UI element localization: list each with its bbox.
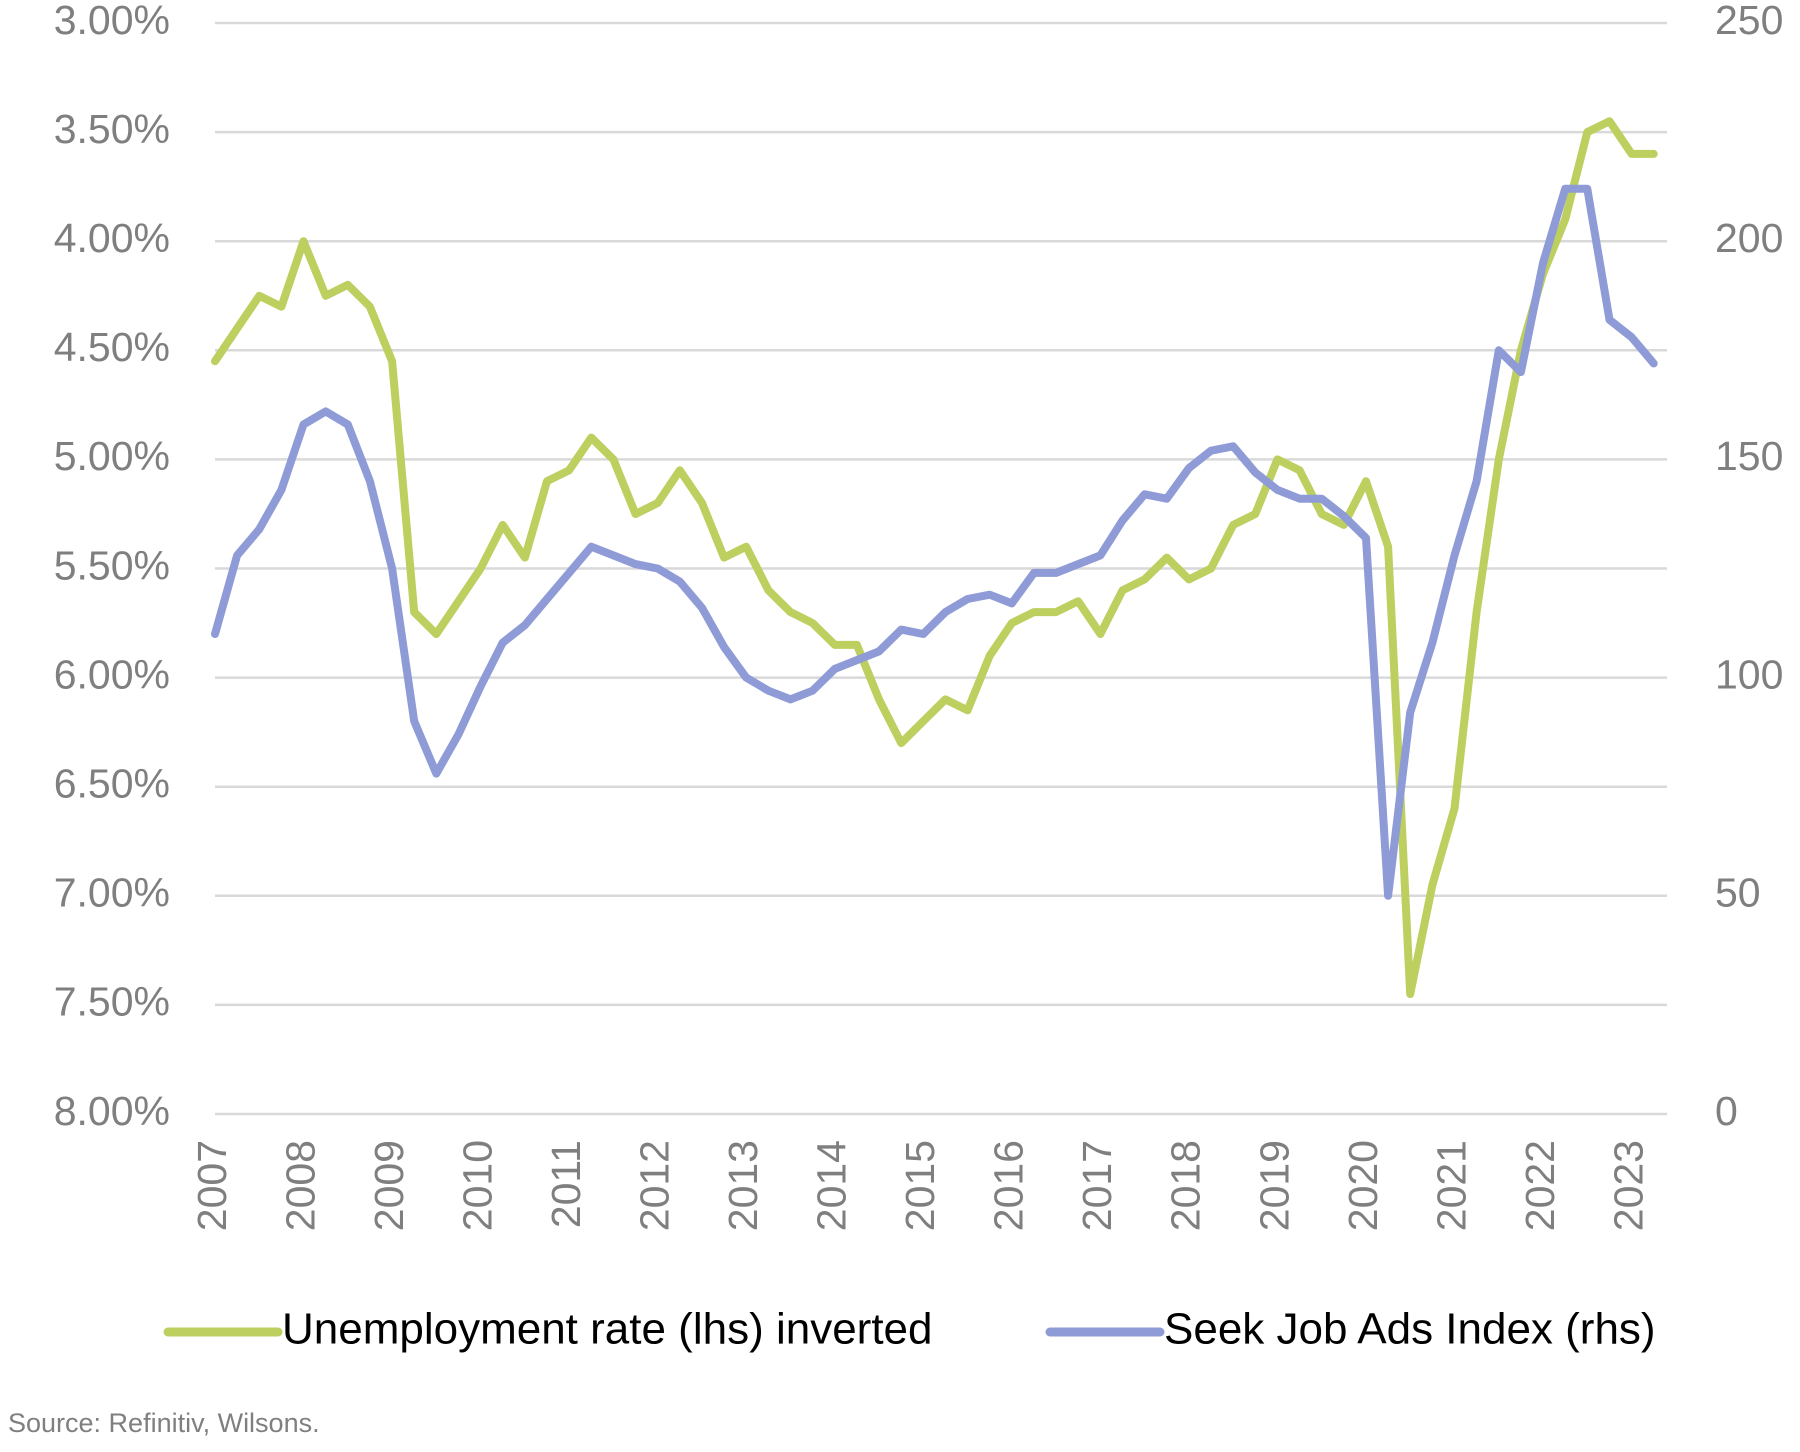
y-tick-label: 4.00% [54,215,170,261]
x-tick-label: 2017 [1074,1140,1120,1231]
y-tick-label: 5.00% [54,433,170,479]
x-tick-label: 2013 [720,1140,766,1231]
x-tick-label: 2020 [1340,1140,1386,1231]
y2-tick-label: 150 [1715,433,1783,479]
x-tick-label: 2019 [1251,1140,1297,1231]
y-tick-label: 4.50% [54,324,170,370]
y-tick-label: 7.50% [54,979,170,1025]
series-line [211,117,1658,998]
y2-tick-label: 0 [1715,1088,1738,1134]
y-tick-label: 6.00% [54,651,170,697]
x-tick-label: 2010 [454,1140,500,1231]
legend-label: Unemployment rate (lhs) inverted [282,1305,932,1354]
x-tick-label: 2007 [189,1140,235,1231]
y-tick-label: 8.00% [54,1088,170,1134]
y2-tick-label: 100 [1715,651,1783,697]
y-tick-label: 5.50% [54,542,170,588]
x-tick-label: 2016 [986,1140,1032,1231]
x-tick-label: 2008 [277,1140,323,1231]
y2-tick-label: 250 [1715,0,1783,43]
y-tick-label: 3.00% [54,0,170,43]
x-tick-label: 2014 [809,1140,855,1231]
legend-label: Seek Job Ads Index (rhs) [1164,1305,1656,1354]
x-tick-label: 2021 [1428,1140,1474,1231]
y-tick-label: 3.50% [54,106,170,152]
x-tick-label: 2018 [1163,1140,1209,1231]
y2-tick-label: 200 [1715,215,1783,261]
x-tick-label: 2011 [543,1140,589,1228]
series-line [211,184,1658,900]
x-tick-label: 2009 [366,1140,412,1231]
source-note: Source: Refinitiv, Wilsons. [8,1408,320,1438]
x-tick-label: 2012 [632,1140,678,1231]
y-tick-label: 7.00% [54,870,170,916]
y-tick-label: 6.50% [54,761,170,807]
x-tick-label: 2022 [1517,1140,1563,1231]
y2-tick-label: 50 [1715,870,1761,916]
x-tick-label: 2015 [897,1140,943,1231]
x-tick-label: 2023 [1605,1140,1651,1231]
